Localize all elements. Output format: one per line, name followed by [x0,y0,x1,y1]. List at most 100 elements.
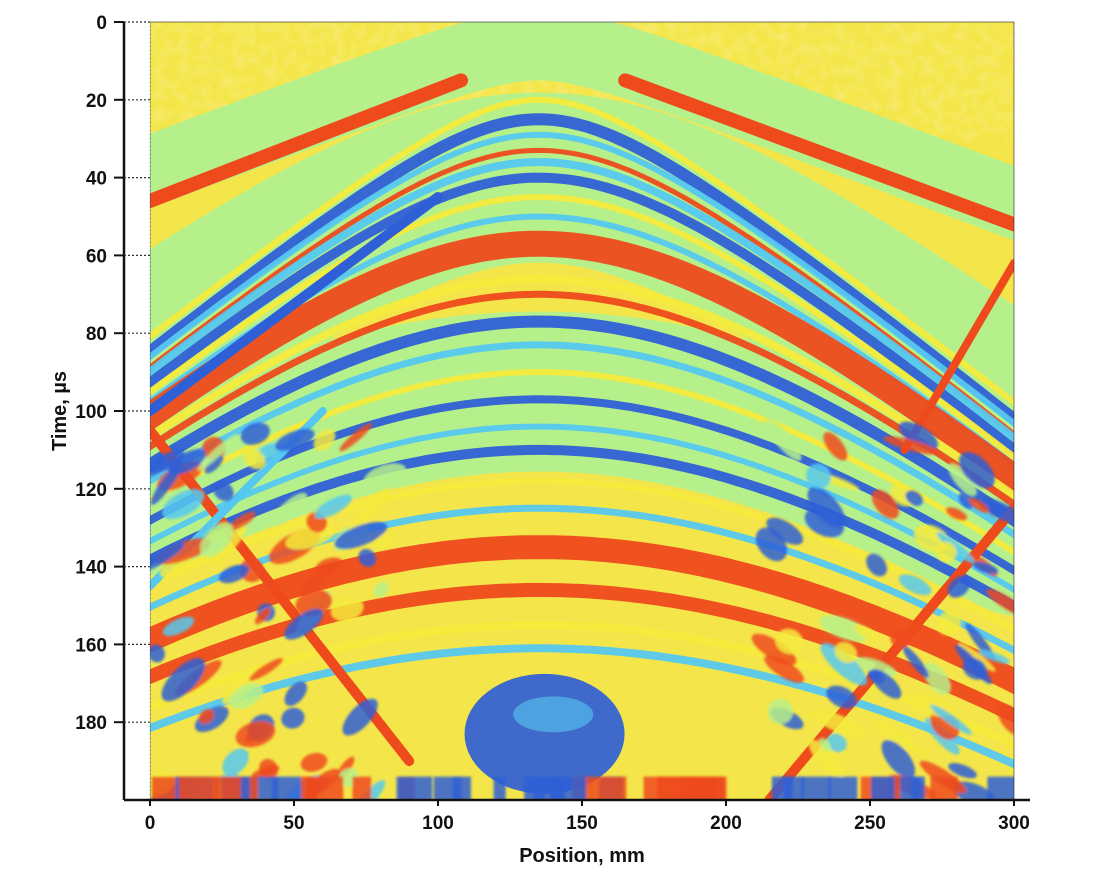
x-tick-label: 100 [422,813,454,834]
scatter-blob [150,644,165,663]
scatter-blob [959,452,995,489]
scatter-blob [826,685,857,709]
y-tick-label: 180 [75,713,107,734]
left-surface-wave [150,73,469,208]
scatter-blob [930,704,972,735]
y-tick-label: 100 [75,402,107,423]
bottom-mottle [272,776,303,800]
scatter-blobs [150,419,1014,800]
bottom-mottle [771,776,793,800]
scatter-blob [295,589,332,617]
arc-blue [150,444,1014,613]
bottom-mottle [214,776,241,800]
bottom-mottle [493,776,506,800]
scatter-blob [284,681,307,706]
scatter-blob [958,642,996,672]
scatter-blob [905,490,923,506]
scatter-blob [948,462,977,497]
bottom-mottle [801,776,832,800]
bottom-mottle [433,776,462,800]
scatter-blob [958,492,974,509]
arc-red-dominant [150,230,1014,494]
scatter-blob [945,507,968,521]
scatter-blob [806,463,832,489]
bottom-mottle [657,776,691,800]
y-tick-label: 40 [86,169,107,190]
scatter-blob [751,633,797,666]
deep-reflector-core [513,696,594,733]
arc-blue-first [150,113,1014,427]
bottom-mottle [684,776,725,800]
arc-cyan [150,158,1014,443]
scatter-blob [978,649,1011,664]
arc-yellow [150,194,1014,461]
scatter-blob [271,492,308,526]
scatter-blob [826,733,847,752]
arc-blue-second [150,315,1014,528]
scatter-blob [240,422,270,445]
direct-wave-band [150,22,1014,240]
scatter-blob [936,610,962,636]
scatter-blob [249,658,283,681]
x-tick-label: 150 [566,813,598,834]
scatter-blob [150,450,185,474]
scatter-blob [284,608,324,640]
scatter-blob [890,630,911,649]
scatter-blob [254,607,271,625]
scatter-blob [162,489,205,520]
y-tick-label: 140 [75,558,107,579]
scatter-blob [948,762,977,779]
scatter-blob [818,737,832,752]
deep-reflector [464,673,625,794]
y-axis-title: Time, µs [49,371,71,451]
scatter-blob [235,721,276,748]
bottom-mottle [930,776,958,800]
bottom-mottle [549,776,587,800]
scatter-blob [300,752,328,772]
scatter-blob [808,739,845,777]
scatter-blob [239,558,264,583]
scatter-blob [363,463,407,490]
left-arc-blue [150,192,443,416]
arc-cyan [150,423,1014,593]
scatter-blob [314,494,352,519]
scatter-blob [820,642,868,686]
scatter-blob [986,589,1014,618]
scatter-blob [962,657,988,680]
y-tick-label: 120 [75,480,107,501]
scatter-blob [200,521,234,558]
scatter-blob [898,574,932,596]
bottom-mottle [643,776,662,800]
x-tick-label: 300 [998,813,1030,834]
scatter-blob [764,419,802,461]
scatter-blob [874,720,918,752]
scatter-blob [997,704,1014,736]
scatter-blob [259,758,278,780]
arc-red-dominant [150,535,1014,695]
scatter-blob [804,508,844,538]
scatter-blob [972,561,999,574]
x-axis-title: Position, mm [519,845,645,867]
scatter-blob [330,597,364,622]
bottom-mottle [396,776,433,800]
scatter-blob [375,533,395,550]
right-surface-wave [618,73,1014,232]
scatter-blob [348,488,391,532]
scatter-blob [275,428,315,452]
scatter-blob [855,657,897,677]
bottom-mottle [590,776,627,800]
arc-cyan [150,644,1014,769]
scatter-blob [229,511,256,531]
arc-red-thin [150,147,1014,438]
y-tick-label: 20 [86,91,107,112]
scatter-blob [767,699,793,725]
scatter-blob [881,739,916,779]
scatter-blob [775,628,804,655]
x-tick-label: 0 [145,813,156,834]
arc-red-broad [150,582,1014,724]
y-axis-ticks: 0 20 40 60 80 100 120 140 160 180 [75,13,151,800]
scatter-blob [979,498,1014,523]
bottom-mottle [352,776,372,800]
wavefront-arcs [150,22,1014,800]
